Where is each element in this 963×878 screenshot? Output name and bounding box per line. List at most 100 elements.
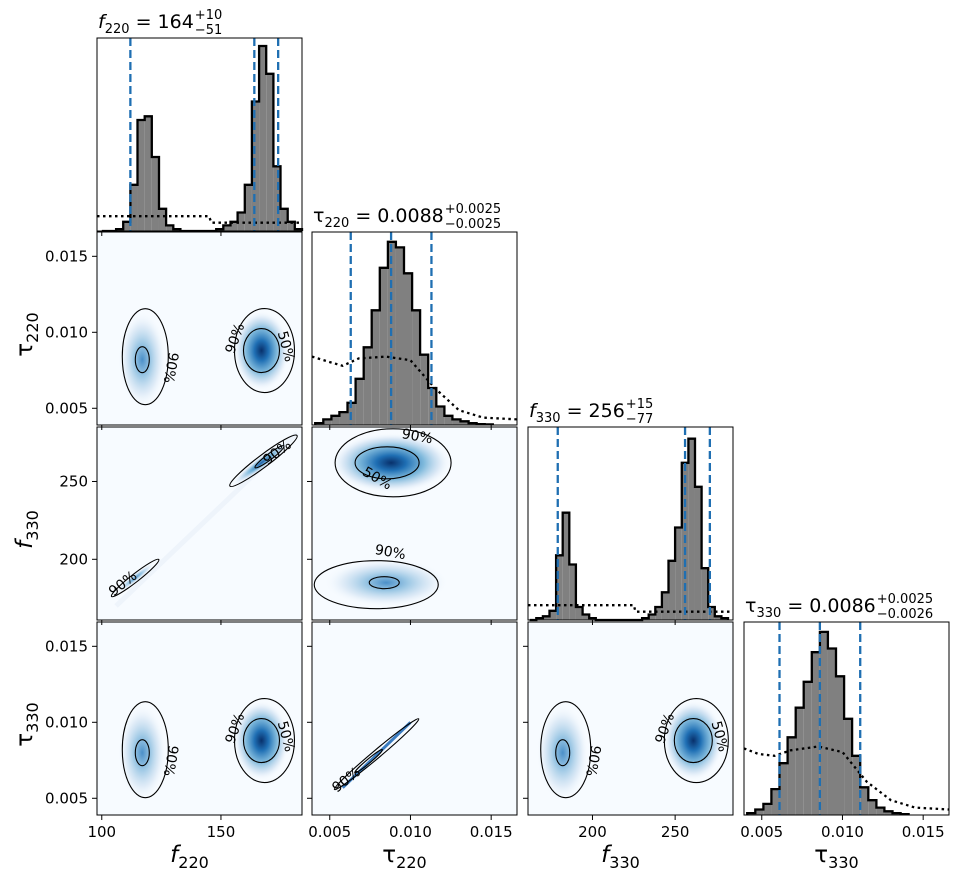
hist-bar [549, 610, 557, 620]
hist-bar [714, 616, 722, 620]
x-tick-label: 100 [87, 823, 116, 841]
title-upper-error: +0.0025 [877, 592, 933, 607]
hist-bar [688, 438, 695, 620]
hist-bar [339, 412, 348, 425]
y-tick-label: 0.005 [45, 789, 88, 807]
contour-90-low [110, 558, 160, 598]
hist-bar [575, 607, 583, 620]
hist-bar [876, 807, 885, 815]
contour-label-90: 90% [400, 426, 433, 447]
hist-bar [444, 415, 453, 425]
contour-label-90: 90% [160, 351, 181, 384]
kde-mode-high [233, 310, 290, 391]
hist-bar [355, 378, 364, 425]
hist-bar [331, 415, 340, 425]
hist-bar [868, 800, 877, 815]
hist-bar [151, 157, 159, 231]
kde-mode-high [233, 700, 290, 781]
x-tick-label: 0.010 [389, 823, 432, 841]
contour-label-90: 90% [582, 744, 603, 777]
contour-90-high [229, 434, 298, 488]
x-tick-label: 0.005 [308, 823, 351, 841]
hist-bar [436, 406, 445, 425]
hist-bar [708, 607, 715, 620]
hist-bar [827, 648, 837, 815]
hist-bar [452, 419, 461, 425]
contour-50-low [555, 739, 571, 767]
hist-bar [420, 354, 429, 425]
contour-50-high [354, 446, 420, 480]
hist-bar [371, 310, 380, 425]
hist-bar [655, 607, 662, 620]
contour-50-low [134, 739, 150, 767]
title-lower-error: −0.0025 [445, 217, 501, 232]
title-lower-error: −77 [626, 412, 653, 427]
hist-bar [803, 681, 812, 815]
x-tick-label: 200 [578, 823, 607, 841]
panel-frame [311, 231, 518, 426]
panel-frame [527, 621, 734, 816]
hist-bar [280, 208, 288, 231]
hist-bar [556, 555, 563, 620]
y-axis-label-tau330: τ330 [12, 702, 42, 746]
hist-bar [675, 527, 682, 620]
y-tick-label: 0.005 [45, 399, 88, 417]
hist-bar [412, 310, 421, 425]
x-axis-label-tau330: τ330 [814, 842, 858, 872]
x-tick-label: 150 [207, 823, 236, 841]
y-tick-label: 0.010 [45, 713, 88, 731]
kde-mode-low [324, 558, 449, 607]
hist-bar [648, 614, 656, 620]
panel-frame [96, 231, 303, 426]
hist-outline [314, 240, 494, 426]
hist-bar [562, 512, 570, 620]
hist-bar [395, 247, 405, 425]
panel-frame [96, 426, 303, 621]
hist-bar [884, 811, 893, 815]
contour-90-low [313, 560, 439, 610]
prior-curve [311, 355, 518, 421]
hist-bar [763, 803, 772, 815]
contour-90-high [233, 307, 296, 394]
hist-bar [404, 273, 413, 425]
title-upper-error: +0.0025 [445, 202, 501, 217]
hist-bar [771, 789, 780, 815]
hist-bar [795, 707, 804, 815]
contour-50-high [242, 717, 281, 764]
y-axis-label-tau220: τ220 [12, 312, 42, 356]
hist-bar [569, 564, 576, 620]
contour-90-high [233, 697, 296, 784]
hist-bar [852, 755, 861, 815]
contour-90-low [540, 701, 592, 799]
contour-50-high [242, 327, 281, 374]
hist-bar [363, 347, 372, 425]
hist-bar [223, 225, 231, 231]
hist-bar [542, 616, 550, 620]
hist-bar [137, 120, 145, 231]
panel-frame [527, 426, 734, 621]
y-tick-label: 0.015 [45, 637, 88, 655]
hist-bar [844, 718, 853, 815]
contour-90-low [121, 308, 169, 406]
hist-title-tau220: τ220 = 0.0088 [313, 205, 444, 231]
contour-50 [354, 748, 383, 774]
hist-bar [158, 208, 167, 231]
panel-frame [311, 426, 518, 621]
hist-bar [123, 221, 131, 231]
hist-bar [144, 116, 152, 231]
hist-bar [787, 737, 796, 815]
hist-bar [860, 787, 869, 815]
hist-bar [266, 73, 274, 231]
hist-bar [287, 221, 295, 231]
hist-bar [379, 267, 388, 425]
hist-bar [323, 419, 332, 425]
kde-mode-low [116, 562, 155, 594]
prior-curve [528, 604, 733, 613]
x-tick-label: 250 [661, 823, 690, 841]
prior-curve [97, 215, 302, 224]
panel-frame [96, 621, 303, 816]
panel-frame [743, 621, 950, 816]
kde-mode-high [331, 432, 452, 493]
contour-50-high [254, 445, 285, 469]
